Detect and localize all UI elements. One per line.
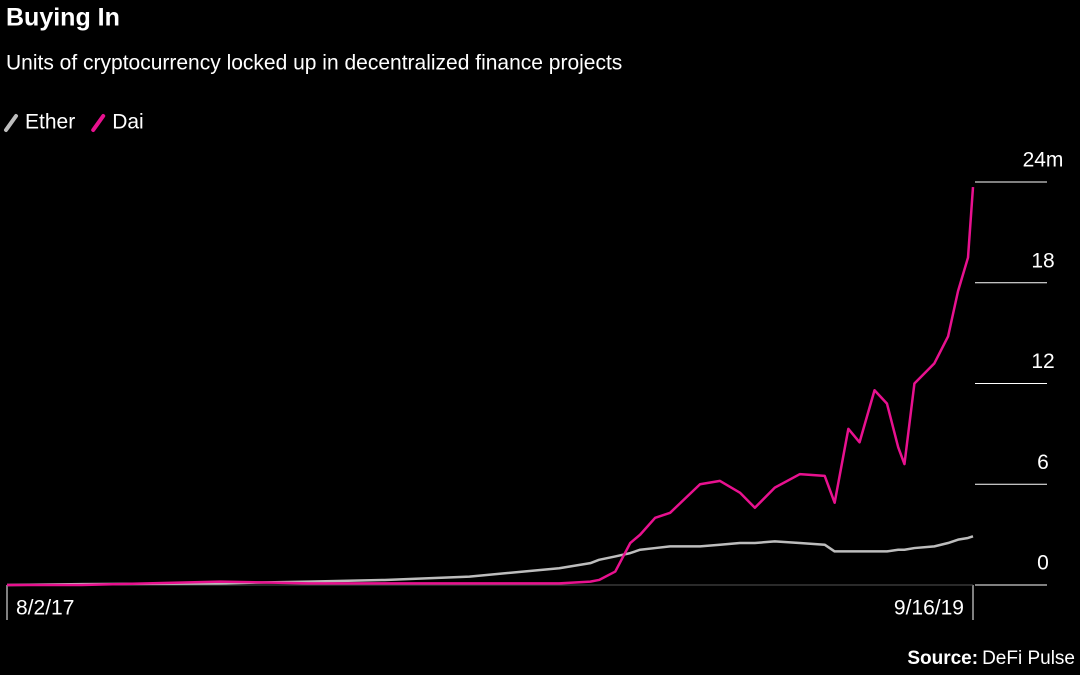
source-label: Source: (907, 648, 978, 669)
chart-title: Buying In (6, 4, 120, 32)
y-tick-label: 0 (1037, 552, 1049, 575)
y-tick-label: 12 (1031, 350, 1054, 373)
legend-swatch (4, 114, 18, 132)
series-line (7, 186, 975, 587)
x-tick-label: 9/16/19 (894, 597, 964, 620)
legend-label: Ether (25, 111, 75, 134)
y-tick-label: 18 (1031, 249, 1054, 272)
series-line (6, 535, 974, 587)
legend-label: Dai (112, 111, 144, 134)
x-tick-label: 8/2/17 (16, 597, 74, 620)
legend-swatch (91, 114, 106, 132)
chart-subtitle: Units of cryptocurrency locked up in dec… (6, 52, 622, 75)
y-tick-label: 24m (1023, 149, 1064, 172)
y-tick-label: 6 (1037, 451, 1049, 474)
source-text: DeFi Pulse (982, 648, 1075, 669)
source: Source: DeFi Pulse (907, 648, 1075, 669)
